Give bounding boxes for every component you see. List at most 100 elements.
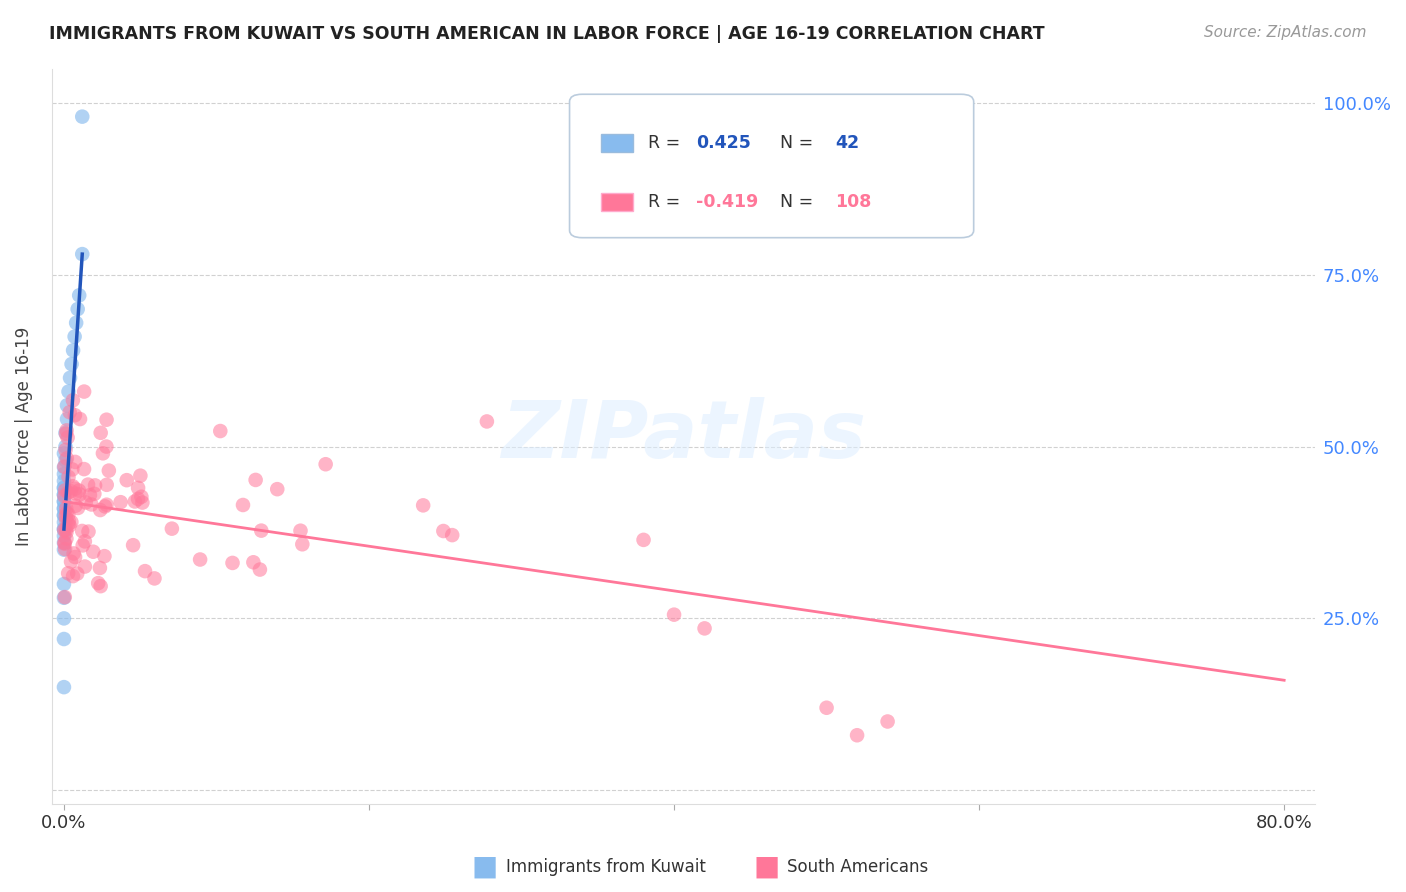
- Point: [52, 611, 75, 625]
- Point: [72, 110, 94, 124]
- Point: [69, 412, 91, 426]
- Point: [59, 405, 82, 419]
- Point: [56, 485, 79, 500]
- Point: [65, 316, 87, 330]
- Point: [69, 487, 91, 501]
- Point: [82, 545, 104, 559]
- Point: [67, 483, 90, 498]
- Point: [52, 494, 75, 508]
- Point: [60, 555, 83, 569]
- Point: [56, 398, 79, 412]
- Point: [55, 501, 77, 516]
- Point: [662, 607, 685, 622]
- Point: [58, 514, 80, 528]
- Text: Immigrants from Kuwait: Immigrants from Kuwait: [506, 858, 706, 876]
- Point: [131, 495, 153, 509]
- Point: [89, 503, 111, 517]
- Point: [53, 535, 76, 549]
- Point: [124, 494, 146, 508]
- Point: [55, 426, 77, 441]
- FancyBboxPatch shape: [569, 95, 974, 237]
- Point: [55, 514, 77, 528]
- Text: 42: 42: [835, 134, 859, 152]
- Point: [97, 464, 120, 478]
- Point: [55, 523, 77, 537]
- Point: [62, 569, 84, 583]
- Text: ■: ■: [472, 853, 498, 881]
- Point: [52, 529, 75, 543]
- Point: [66, 302, 89, 317]
- Text: Source: ZipAtlas.com: Source: ZipAtlas.com: [1204, 25, 1367, 40]
- Point: [129, 468, 152, 483]
- Point: [134, 564, 156, 578]
- Point: [73, 534, 96, 549]
- Point: [53, 542, 76, 557]
- Text: South Americans: South Americans: [787, 858, 928, 876]
- Point: [77, 524, 100, 539]
- Point: [52, 508, 75, 523]
- Point: [67, 288, 90, 302]
- Text: ■: ■: [754, 853, 779, 881]
- Point: [58, 518, 80, 533]
- Point: [52, 488, 75, 502]
- Point: [93, 549, 115, 563]
- Point: [55, 440, 77, 454]
- Text: 108: 108: [835, 193, 872, 211]
- Point: [60, 515, 83, 529]
- Point: [52, 522, 75, 536]
- Point: [83, 487, 105, 501]
- Point: [633, 533, 655, 547]
- Point: [70, 524, 93, 538]
- Point: [127, 481, 149, 495]
- Point: [245, 473, 267, 487]
- Point: [52, 542, 75, 557]
- Point: [315, 457, 337, 471]
- Point: [96, 498, 118, 512]
- Point: [63, 549, 86, 564]
- Point: [55, 532, 77, 546]
- Point: [79, 488, 101, 502]
- Text: R =: R =: [648, 193, 686, 211]
- Point: [90, 425, 112, 440]
- Point: [53, 590, 76, 604]
- Point: [52, 488, 75, 502]
- Point: [441, 528, 464, 542]
- Point: [87, 576, 110, 591]
- Text: -0.419: -0.419: [696, 193, 758, 211]
- Point: [143, 571, 166, 585]
- Point: [52, 522, 75, 536]
- Point: [84, 478, 107, 492]
- Point: [55, 453, 77, 467]
- Point: [52, 501, 75, 516]
- Point: [815, 700, 838, 714]
- Point: [65, 499, 87, 513]
- Point: [62, 479, 84, 493]
- Point: [110, 495, 132, 509]
- Text: N =: N =: [780, 134, 820, 152]
- Text: R =: R =: [648, 134, 686, 152]
- Point: [412, 499, 434, 513]
- Point: [122, 538, 145, 552]
- Point: [56, 431, 79, 445]
- Point: [52, 481, 75, 495]
- Point: [91, 446, 114, 460]
- Point: [60, 357, 83, 371]
- Point: [55, 442, 77, 457]
- Point: [52, 494, 75, 508]
- Point: [250, 524, 273, 538]
- Point: [96, 440, 118, 454]
- Point: [73, 559, 96, 574]
- Point: [59, 371, 82, 385]
- Text: ZIPatlas: ZIPatlas: [501, 397, 866, 475]
- Point: [53, 523, 76, 537]
- Point: [72, 247, 94, 261]
- Point: [73, 384, 96, 399]
- Point: [115, 473, 138, 487]
- Point: [58, 516, 80, 531]
- Point: [52, 467, 75, 481]
- Text: 0.425: 0.425: [696, 134, 751, 152]
- Point: [693, 621, 716, 635]
- Point: [56, 566, 79, 581]
- Point: [221, 556, 243, 570]
- Point: [55, 509, 77, 524]
